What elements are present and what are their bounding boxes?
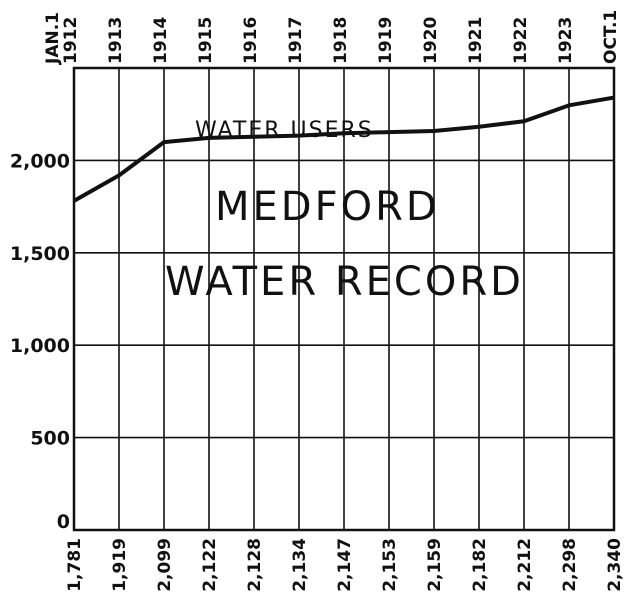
top-year-label: 1918	[331, 17, 351, 64]
top-year-label: 1914	[151, 17, 171, 64]
y-tick-label: 1,500	[10, 243, 70, 265]
bottom-value-label: 1,919	[110, 538, 130, 592]
bottom-value-label: 2,134	[290, 538, 310, 592]
bottom-value-label: 2,147	[335, 538, 355, 592]
top-year-labels: JAN.11912 1913 1914 1915 1916 1917 1918 1919 192…	[43, 10, 621, 65]
top-year-label: OCT.1	[601, 10, 621, 64]
annotation-water: WATER USERS	[195, 118, 374, 143]
bottom-value-label: 2,153	[380, 538, 400, 592]
top-year-label: 1917	[286, 17, 306, 64]
top-year-label: 1915	[196, 17, 216, 64]
bottom-value-labels: 1,781 1,919 2,099 2,122 2,128 2,134 2,147 2,153…	[65, 538, 625, 592]
grid-lines	[72, 66, 616, 532]
annotation-medford: MEDFORD	[215, 184, 440, 230]
bottom-value-label: 2,128	[245, 538, 265, 592]
series-water-users	[73, 95, 615, 203]
y-tick-label: 0	[57, 511, 70, 533]
bottom-value-label: 2,122	[200, 538, 220, 592]
top-year-label: JAN.11912	[43, 12, 81, 65]
y-tick-label: 2,000	[10, 150, 70, 172]
top-year-label: 1919	[376, 17, 396, 64]
y-tick-label: 500	[30, 428, 70, 450]
bottom-value-label: 2,159	[425, 538, 445, 592]
top-year-label: 1923	[556, 17, 576, 64]
top-year-label: 1920	[421, 17, 441, 64]
top-year-label: 1922	[511, 17, 531, 64]
bottom-value-label: 2,212	[515, 538, 535, 592]
bottom-value-label: 2,298	[560, 538, 580, 592]
series-line	[73, 95, 615, 203]
annotation-water-record: WATER RECORD	[165, 259, 524, 305]
y-axis-tick-labels: 0 500 1,000 1,500 2,000	[10, 150, 70, 533]
bottom-value-label: 2,182	[470, 538, 490, 592]
top-year-label: 1921	[466, 17, 486, 64]
bottom-value-label: 2,340	[605, 538, 625, 592]
plot-frame	[72, 66, 616, 532]
top-year-label: 1916	[241, 17, 261, 64]
bottom-value-label: 1,781	[65, 538, 85, 592]
y-tick-label: 1,000	[10, 335, 70, 357]
top-year-label: 1913	[106, 17, 126, 64]
bottom-value-label: 2,099	[155, 538, 175, 592]
